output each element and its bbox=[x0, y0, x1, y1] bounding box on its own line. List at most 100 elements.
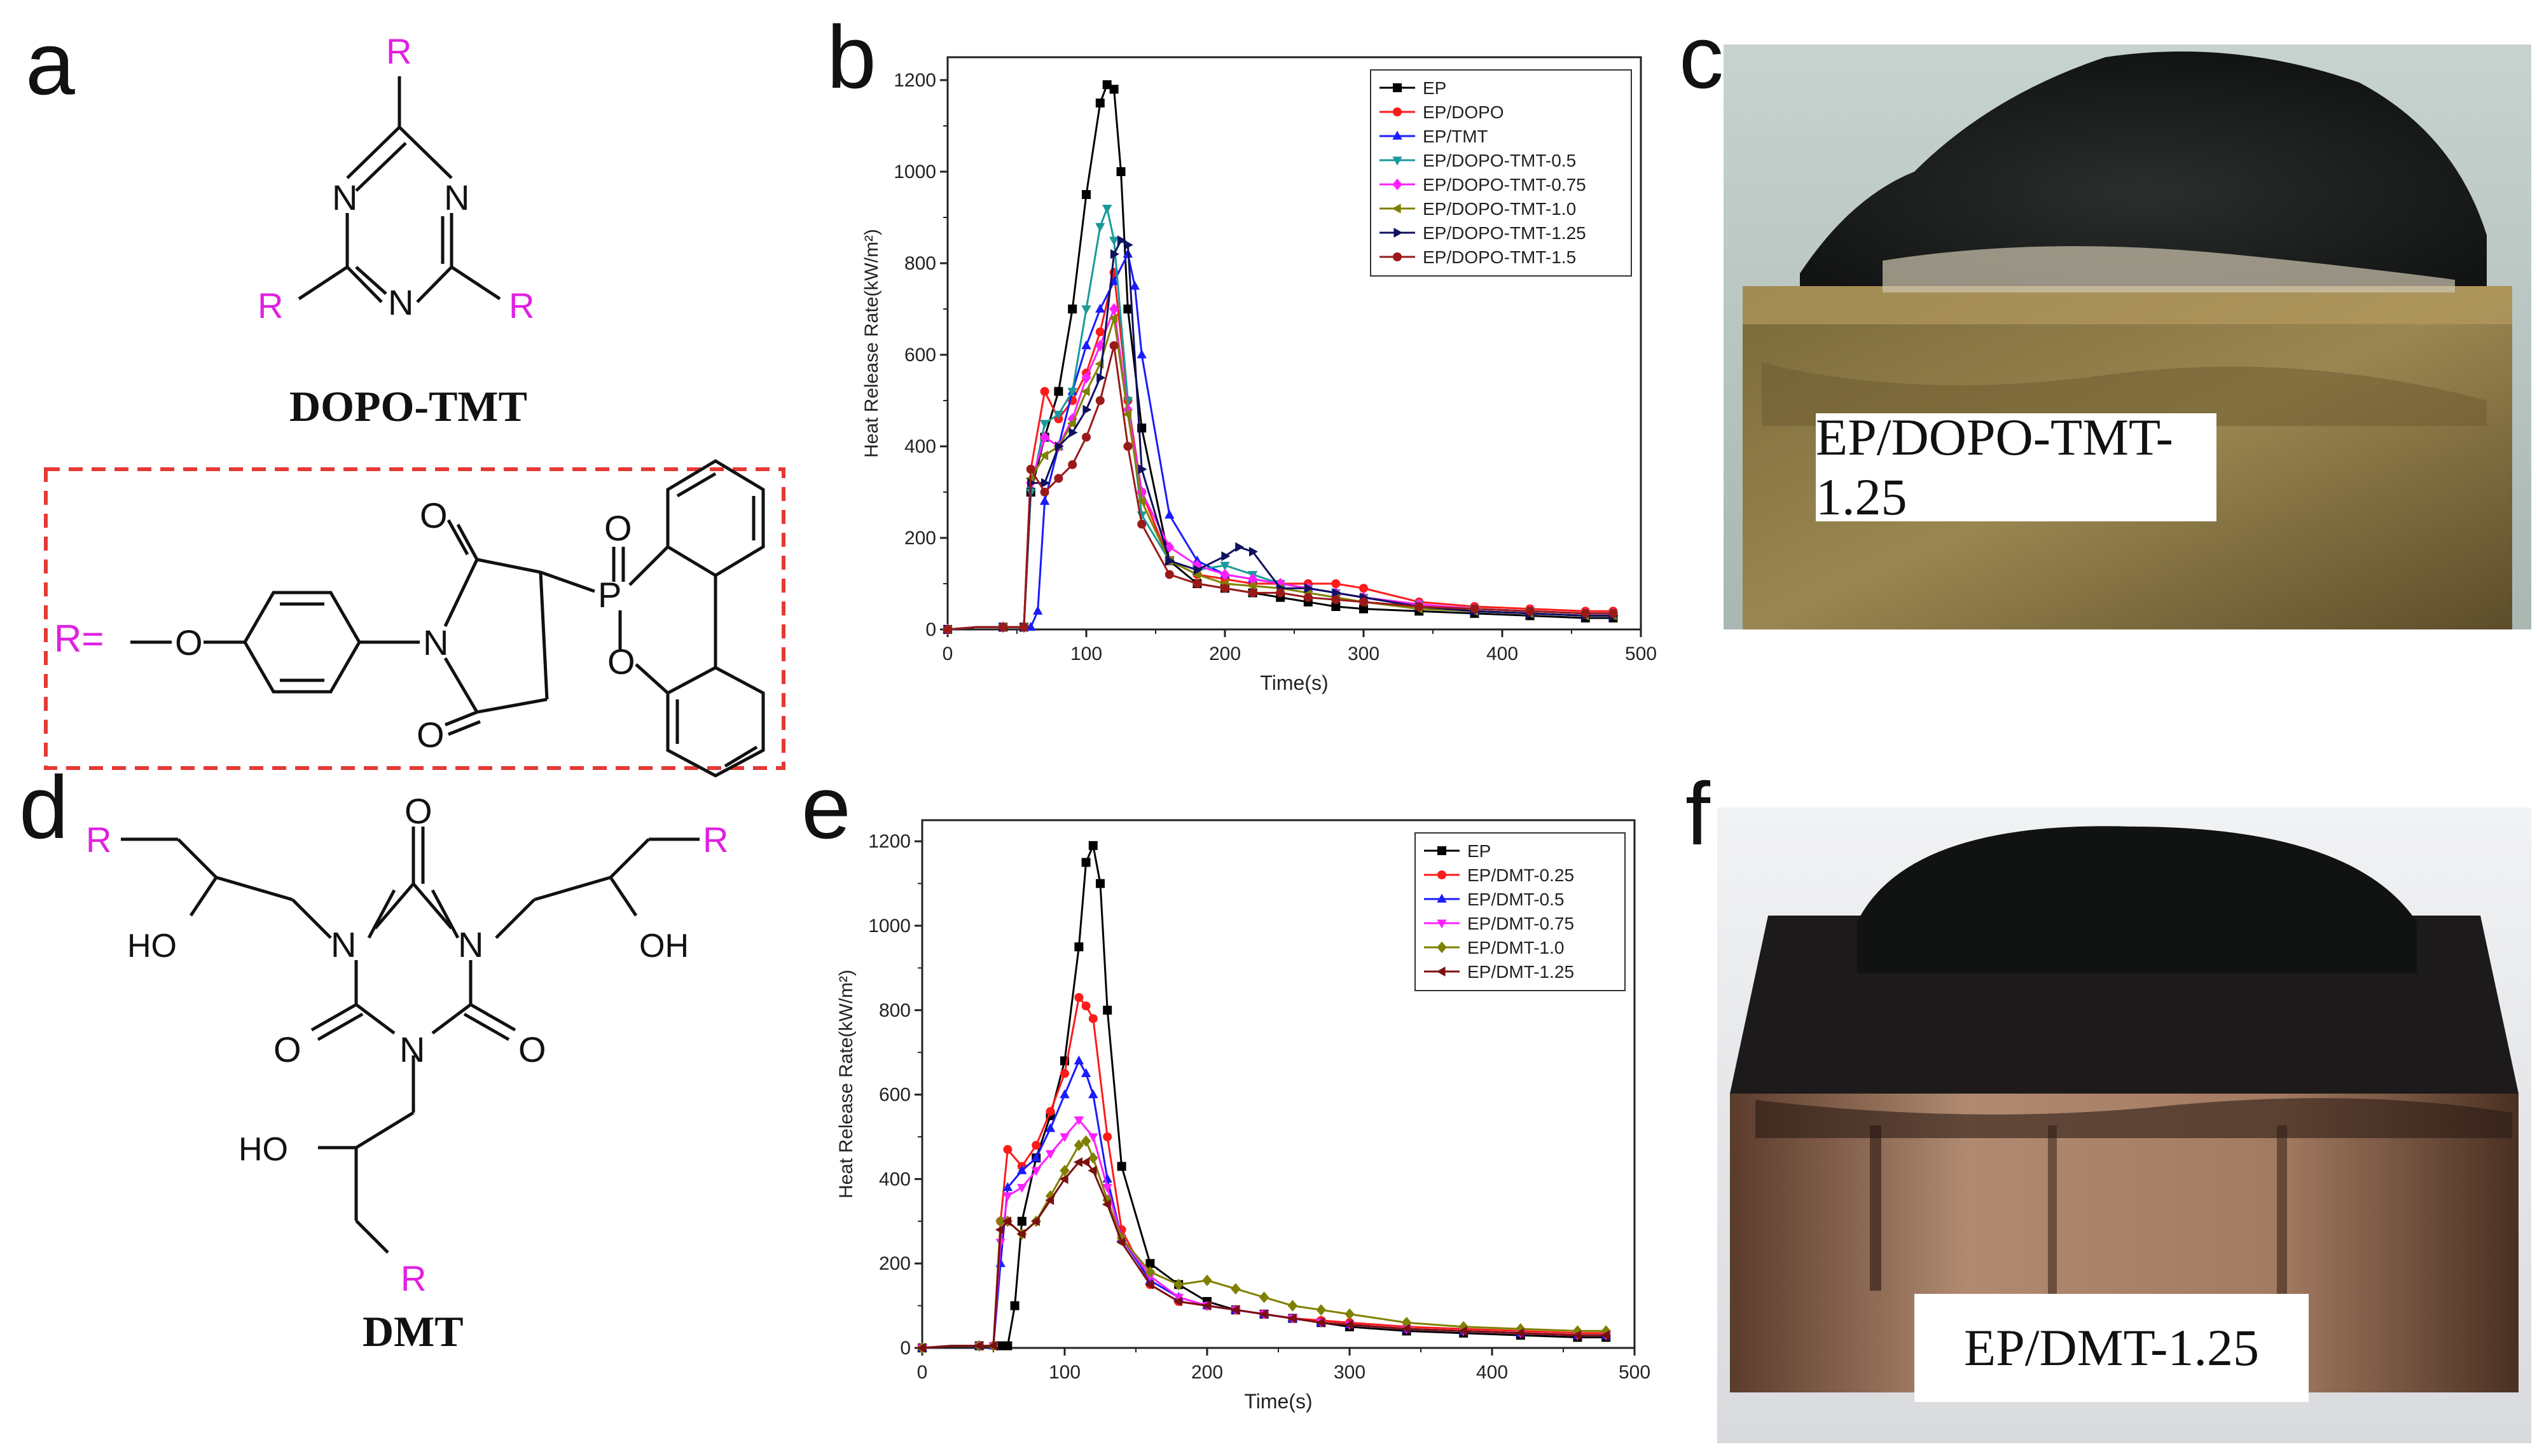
chart-b-data-point bbox=[1054, 474, 1063, 483]
chart-b-data-point bbox=[1525, 607, 1535, 616]
chart-b-data-point bbox=[1137, 349, 1147, 359]
chart-b-data-point bbox=[1019, 622, 1028, 632]
photo-char-dmt: EP/DMT-1.25 bbox=[1717, 807, 2531, 1443]
chart-b-legend-marker bbox=[1393, 252, 1402, 261]
chart-e-legend-marker bbox=[1437, 870, 1446, 879]
ring-o: O bbox=[607, 642, 635, 682]
chart-b-series-line bbox=[947, 251, 1614, 631]
chart-b-data-point bbox=[1130, 280, 1140, 290]
chart-b-data-point bbox=[1136, 496, 1145, 507]
chart-b-data-point bbox=[1220, 561, 1230, 571]
chart-b-data-point bbox=[1116, 167, 1126, 176]
chart-b-data-point bbox=[1109, 237, 1119, 246]
chart-b-xtick-label: 0 bbox=[943, 643, 953, 664]
chart-e-data-point bbox=[1103, 1005, 1112, 1015]
chart-b-data-point bbox=[1414, 602, 1424, 611]
chart-e-data-point bbox=[1201, 1300, 1211, 1311]
chart-b-ytick-label: 0 bbox=[925, 619, 936, 640]
chart-e-data-point bbox=[1074, 1055, 1084, 1065]
dmt-ho-bottom: HO bbox=[238, 1131, 288, 1168]
chart-b-legend-label: EP/TMT bbox=[1423, 127, 1488, 146]
chart-b-xtick-label: 400 bbox=[1486, 643, 1518, 664]
panel-letter-b: b bbox=[827, 7, 876, 107]
dmt-r-left: R bbox=[86, 820, 111, 860]
dmt-ho-left: HO bbox=[127, 928, 177, 965]
chart-e-ytick-label: 400 bbox=[879, 1169, 911, 1190]
chart-e-legend-box bbox=[1414, 832, 1626, 991]
chart-b-data-point bbox=[1096, 373, 1106, 383]
chart-b-legend-box bbox=[1370, 69, 1632, 277]
chart-e-data-point bbox=[1117, 1162, 1126, 1171]
chart-e-data-point bbox=[1017, 1184, 1027, 1193]
chart-e-data-point bbox=[1088, 1014, 1098, 1024]
chart-e-data-point bbox=[974, 1340, 983, 1351]
chart-e-data-point bbox=[996, 1341, 1006, 1350]
chart-b-data-point bbox=[1054, 387, 1063, 396]
chart-b-legend-marker bbox=[1393, 107, 1402, 116]
dmt-r-bottom: R bbox=[401, 1258, 426, 1298]
chart-e-data-point bbox=[1002, 1182, 1013, 1192]
chart-e-data-point bbox=[1401, 1317, 1412, 1329]
chart-e-ytick-label: 0 bbox=[900, 1338, 911, 1359]
chart-b-ylabel: Heat Release Rate(kW/m²) bbox=[861, 229, 882, 458]
chart-b-data-point bbox=[1247, 573, 1258, 585]
dmt-oh-right: OH bbox=[639, 928, 689, 965]
chart-b-data-point bbox=[1331, 602, 1341, 611]
chart-e-data-point bbox=[1031, 1167, 1041, 1176]
dmt-n-bottom: N bbox=[399, 1029, 425, 1069]
chart-b-data-point bbox=[1039, 420, 1050, 429]
chart-e-ytick-label: 1000 bbox=[868, 916, 911, 937]
chart-e-legend-label: EP/DMT-0.25 bbox=[1467, 865, 1574, 885]
chart-e-data-point bbox=[1102, 1184, 1112, 1193]
chart-b-data-point bbox=[1039, 496, 1050, 505]
dmt-o-top: O bbox=[404, 791, 432, 831]
chart-b-data-point bbox=[1026, 465, 1035, 474]
dmt-o-left: O bbox=[273, 1029, 301, 1069]
chart-b-data-point bbox=[1082, 190, 1091, 199]
chart-b-ytick-label: 400 bbox=[904, 436, 936, 457]
chart-e-legend-marker bbox=[1437, 846, 1446, 855]
chart-e-data-point bbox=[1145, 1279, 1154, 1290]
chart-b-data-point bbox=[1165, 509, 1175, 519]
chart-b-data-point bbox=[1040, 387, 1049, 396]
triazine-n-bottom: N bbox=[388, 282, 413, 322]
chart-b-data-point bbox=[1220, 568, 1230, 580]
chart-b-series-7 bbox=[943, 341, 1618, 634]
dmt-o-right: O bbox=[518, 1029, 546, 1069]
chart-e-legend-label: EP/DMT-1.0 bbox=[1467, 938, 1564, 958]
chart-e-data-point bbox=[1060, 1089, 1070, 1099]
chart-e-xtick-label: 500 bbox=[1619, 1362, 1650, 1383]
chart-b-xlabel: Time(s) bbox=[1260, 671, 1328, 694]
chart-b-data-point bbox=[1123, 442, 1133, 451]
chart-b-data-point bbox=[1359, 584, 1368, 593]
photo-f-label: EP/DMT-1.25 bbox=[1914, 1294, 2309, 1402]
chart-e-data-point bbox=[1002, 1216, 1011, 1226]
chart-b-data-point bbox=[1068, 460, 1077, 469]
chart-e-legend-marker bbox=[1436, 966, 1446, 977]
photo-c-label: EP/DOPO-TMT-1.25 bbox=[1816, 408, 2216, 526]
chart-e-data-point bbox=[1017, 1216, 1027, 1226]
chart-e-data-point bbox=[1202, 1274, 1212, 1286]
r-group-top: R bbox=[386, 31, 411, 71]
chart-b-legend-label: EP/DOPO-TMT-1.25 bbox=[1423, 223, 1586, 243]
chart-e-data-point bbox=[1060, 1133, 1070, 1143]
chart-b-data-point bbox=[1109, 341, 1119, 350]
chart-e-data-point bbox=[1010, 1301, 1020, 1310]
chart-e-ytick-label: 600 bbox=[879, 1085, 911, 1106]
chart-b-series-line bbox=[947, 345, 1614, 631]
chart-e-data-point bbox=[1002, 1192, 1013, 1202]
chart-e-data-point bbox=[1045, 1150, 1056, 1159]
carbonyl-o-bottom: O bbox=[417, 715, 445, 755]
chart-b-data-point bbox=[1026, 622, 1036, 631]
carbonyl-o-top: O bbox=[420, 495, 448, 535]
chart-b-data-point bbox=[1095, 327, 1105, 336]
chart-b-data-point bbox=[1067, 388, 1077, 397]
chart-e-xtick-label: 400 bbox=[1476, 1362, 1508, 1383]
chart-e-data-point bbox=[1316, 1304, 1326, 1316]
chart-e-data-point bbox=[1401, 1324, 1411, 1334]
chart-b-legend-marker bbox=[1393, 83, 1402, 92]
r-equals-label: R= bbox=[54, 617, 104, 660]
chart-b-data-point bbox=[1082, 432, 1091, 442]
chart-b-data-point bbox=[1109, 85, 1119, 94]
chart-e-data-point bbox=[1259, 1291, 1269, 1303]
